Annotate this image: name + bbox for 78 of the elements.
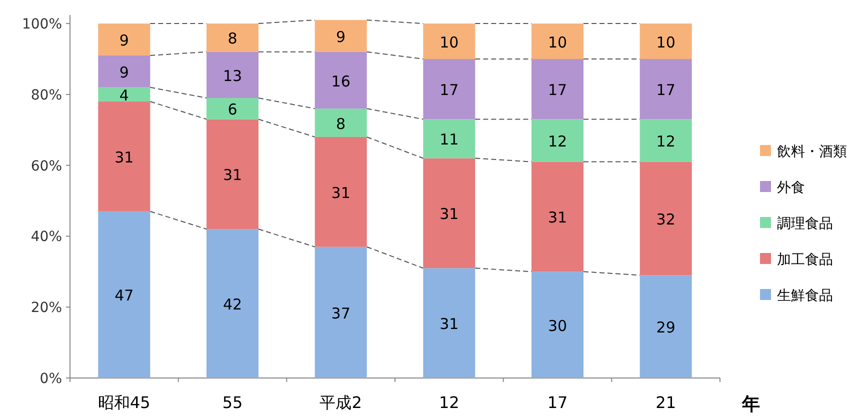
- bar: [206, 98, 258, 120]
- data-label: 30: [548, 316, 568, 335]
- bar: [314, 20, 367, 52]
- bar: [314, 246, 367, 378]
- bar: [640, 24, 692, 59]
- data-label: 29: [656, 318, 676, 337]
- bar: [206, 24, 258, 52]
- data-label: 37: [331, 304, 350, 322]
- data-label: 8: [336, 114, 346, 133]
- bar: [314, 52, 367, 109]
- bar: [98, 55, 150, 88]
- bar: [640, 275, 692, 378]
- legend-label: 飲料・酒類: [777, 144, 847, 160]
- x-tick-label: 17: [547, 393, 568, 412]
- y-tick-label: 40%: [30, 229, 62, 246]
- bar: [640, 162, 692, 276]
- bar: [532, 272, 584, 378]
- y-tick-label: 20%: [30, 300, 62, 316]
- data-label: 10: [656, 33, 676, 52]
- data-label: 31: [440, 205, 459, 224]
- x-tick-label: 55: [222, 393, 243, 412]
- data-label: 31: [222, 166, 242, 184]
- y-tick-label: 80%: [30, 87, 62, 104]
- x-tick-label: 平成2: [320, 393, 362, 412]
- bar: [206, 52, 258, 98]
- bar: [314, 136, 367, 247]
- data-label: 10: [440, 33, 459, 52]
- data-label: 17: [440, 81, 459, 100]
- data-label: 10: [548, 33, 568, 52]
- x-tick-label: 21: [656, 393, 676, 412]
- legend-label: 調理食品: [777, 216, 833, 232]
- bar: [532, 24, 584, 59]
- data-label: 6: [228, 100, 238, 119]
- bar: [640, 58, 692, 120]
- data-label: 42: [222, 296, 242, 314]
- bar: [532, 58, 584, 120]
- bar: [423, 158, 476, 268]
- data-label: 47: [114, 286, 134, 305]
- x-tick-label: 12: [438, 393, 460, 412]
- data-label: 31: [331, 184, 350, 202]
- y-tick-label: 60%: [30, 158, 62, 174]
- data-label: 17: [656, 81, 676, 100]
- data-label: 12: [656, 132, 676, 151]
- bar: [532, 119, 584, 162]
- bar: [640, 119, 692, 162]
- bar: [206, 119, 258, 230]
- bar: [532, 162, 584, 272]
- legend-label: 加工食品: [777, 252, 833, 268]
- data-label: 12: [548, 132, 568, 151]
- data-label: 4: [119, 86, 129, 104]
- data-label: 9: [119, 31, 129, 50]
- bar: [98, 102, 150, 212]
- x-tick-label: 昭和45: [98, 393, 150, 412]
- bar: [423, 24, 476, 59]
- bar: [98, 24, 150, 56]
- bar: [423, 119, 476, 158]
- legend-label: 外食: [777, 180, 805, 196]
- bar: [98, 211, 150, 378]
- bar: [314, 108, 367, 137]
- data-label: 16: [331, 72, 350, 90]
- x-axis-title: 年: [741, 394, 760, 415]
- data-label: 13: [222, 66, 242, 85]
- y-tick-label: 0%: [40, 371, 62, 387]
- data-label: 31: [548, 208, 568, 227]
- data-label: 9: [336, 28, 346, 46]
- data-label: 9: [119, 63, 129, 82]
- data-label: 11: [440, 130, 459, 149]
- data-label: 17: [548, 81, 568, 100]
- bar: [98, 87, 150, 102]
- data-label: 8: [228, 30, 238, 48]
- bar: [423, 58, 476, 120]
- legend-label: 生鮮食品: [777, 288, 833, 304]
- data-label: 32: [656, 210, 676, 228]
- y-tick-label: 100%: [22, 16, 62, 33]
- data-label: 31: [440, 315, 459, 334]
- bar: [423, 268, 476, 378]
- bar: [206, 229, 258, 378]
- data-label: 31: [114, 148, 134, 166]
